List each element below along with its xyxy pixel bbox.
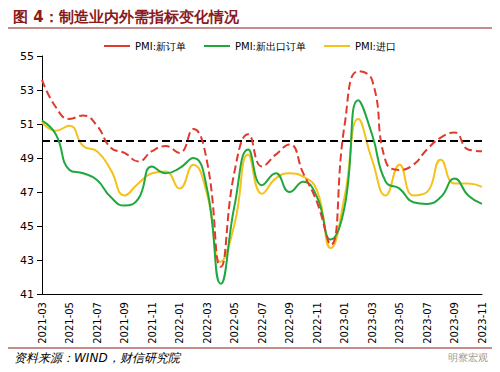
svg-text:51: 51 <box>20 118 34 131</box>
svg-text:2021-07: 2021-07 <box>92 302 103 344</box>
svg-text:明察宏观: 明察宏观 <box>448 352 488 363</box>
svg-text:图 4：制造业内外需指标变化情况: 图 4：制造业内外需指标变化情况 <box>13 8 240 26</box>
svg-text:2021-09: 2021-09 <box>119 302 130 344</box>
svg-text:2022-07: 2022-07 <box>257 302 268 344</box>
svg-text:49: 49 <box>20 152 34 165</box>
svg-text:2023-03: 2023-03 <box>367 302 378 344</box>
svg-text:PMI:进口: PMI:进口 <box>355 41 396 52</box>
svg-text:2021-05: 2021-05 <box>64 302 75 344</box>
svg-text:2023-09: 2023-09 <box>449 302 460 344</box>
svg-text:PMI:新出口订单: PMI:新出口订单 <box>235 41 306 52</box>
svg-text:41: 41 <box>20 288 34 301</box>
svg-text:2022-01: 2022-01 <box>174 302 185 344</box>
svg-text:47: 47 <box>20 186 34 199</box>
svg-text:2022-03: 2022-03 <box>202 302 213 344</box>
svg-text:2021-03: 2021-03 <box>37 302 48 344</box>
svg-text:45: 45 <box>20 220 34 233</box>
svg-text:55: 55 <box>20 50 34 63</box>
svg-text:2022-09: 2022-09 <box>284 302 295 344</box>
svg-text:2022-11: 2022-11 <box>312 302 323 344</box>
svg-text:2023-11: 2023-11 <box>477 302 488 344</box>
svg-text:43: 43 <box>20 254 34 267</box>
svg-text:PMI:新订单: PMI:新订单 <box>135 41 186 52</box>
svg-text:2023-01: 2023-01 <box>339 302 350 344</box>
svg-text:53: 53 <box>20 84 34 97</box>
svg-text:资料来源：WIND，财信研究院: 资料来源：WIND，财信研究院 <box>14 351 182 365</box>
svg-text:2023-05: 2023-05 <box>394 302 405 344</box>
svg-text:2021-11: 2021-11 <box>147 302 158 344</box>
svg-text:2023-07: 2023-07 <box>422 302 433 344</box>
svg-text:2022-05: 2022-05 <box>229 302 240 344</box>
